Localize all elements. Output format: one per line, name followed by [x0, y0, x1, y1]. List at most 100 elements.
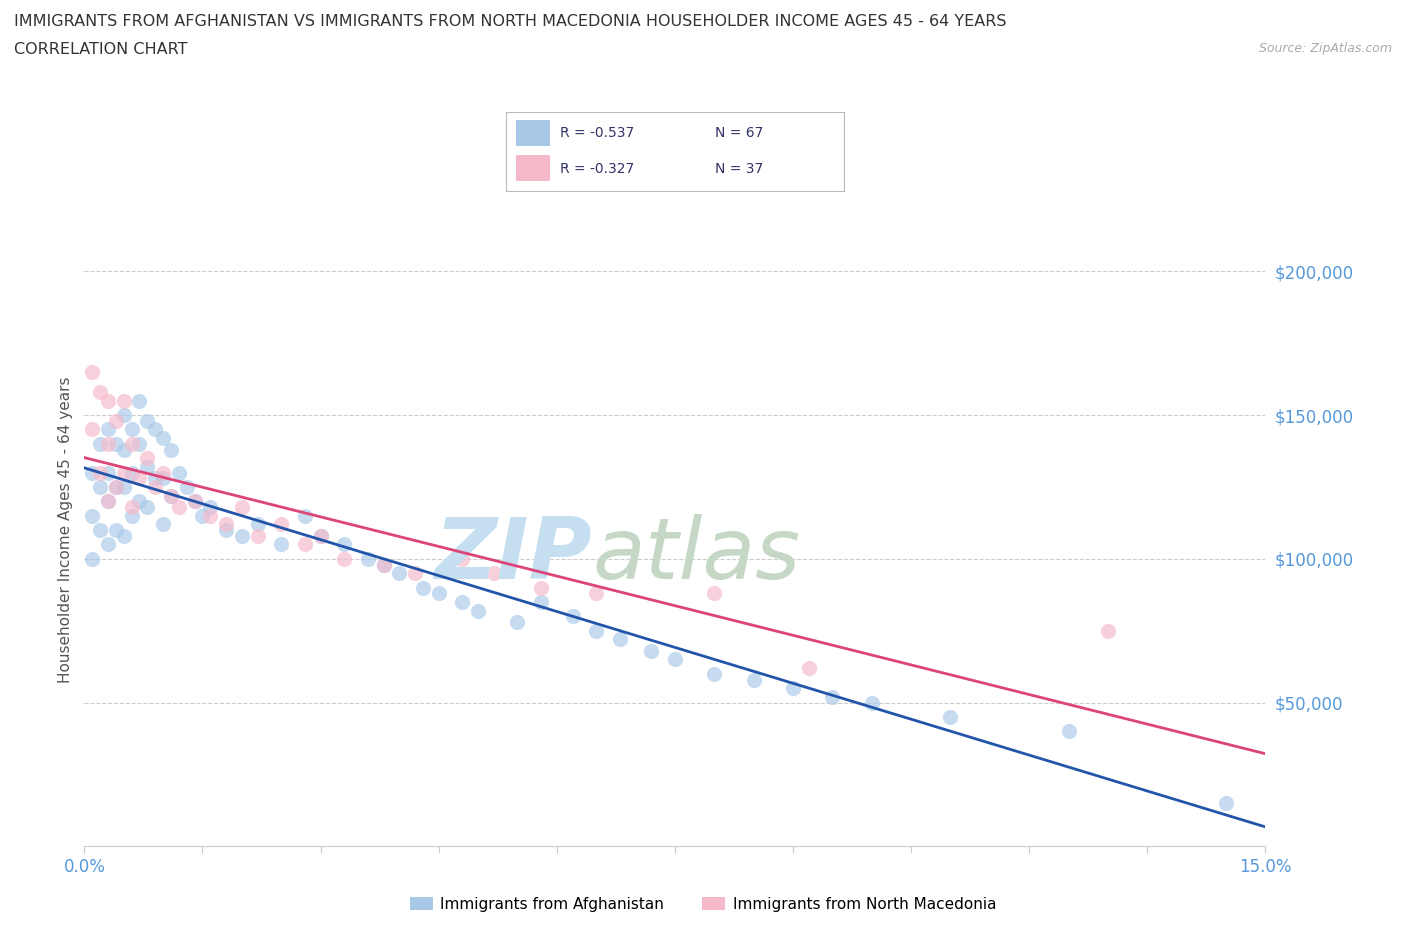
Point — [506, 615, 529, 630]
Point — [143, 480, 166, 495]
Point — [530, 580, 553, 595]
Point — [112, 407, 135, 422]
Point — [1057, 724, 1080, 738]
Point — [89, 480, 111, 495]
Point — [97, 494, 120, 509]
Point — [183, 494, 205, 509]
Bar — [516, 120, 550, 146]
Point — [160, 488, 183, 503]
Point — [104, 523, 127, 538]
Point — [294, 537, 316, 551]
Point — [104, 480, 127, 495]
Point — [89, 523, 111, 538]
Point — [782, 681, 804, 696]
Point — [270, 537, 292, 551]
Point — [333, 551, 356, 566]
Point — [167, 499, 190, 514]
Point — [373, 557, 395, 572]
Point — [128, 494, 150, 509]
Point — [104, 414, 127, 429]
Point — [309, 528, 332, 543]
Point — [797, 660, 820, 675]
Point — [136, 414, 159, 429]
Point — [585, 623, 607, 638]
Point — [451, 551, 474, 566]
Legend: Immigrants from Afghanistan, Immigrants from North Macedonia: Immigrants from Afghanistan, Immigrants … — [404, 890, 1002, 918]
Point — [152, 517, 174, 532]
Text: atlas: atlas — [592, 514, 800, 597]
Point — [427, 586, 450, 601]
Point — [530, 594, 553, 609]
Point — [191, 509, 214, 524]
Point — [160, 488, 183, 503]
Point — [270, 517, 292, 532]
Point — [121, 422, 143, 437]
Point — [112, 465, 135, 480]
Point — [82, 465, 104, 480]
Point — [136, 459, 159, 474]
Point — [821, 689, 844, 704]
Point — [82, 509, 104, 524]
Point — [143, 422, 166, 437]
Point — [167, 465, 190, 480]
Point — [482, 565, 505, 580]
Point — [152, 431, 174, 445]
Point — [412, 580, 434, 595]
Point — [404, 565, 426, 580]
Bar — [516, 155, 550, 181]
Point — [561, 609, 583, 624]
Text: N = 67: N = 67 — [716, 126, 763, 140]
Point — [97, 537, 120, 551]
Point — [373, 557, 395, 572]
Point — [309, 528, 332, 543]
Point — [215, 523, 238, 538]
Point — [231, 528, 253, 543]
Point — [160, 442, 183, 457]
Point — [703, 667, 725, 682]
Point — [112, 480, 135, 495]
Point — [128, 436, 150, 451]
Point — [609, 631, 631, 646]
Point — [143, 471, 166, 485]
Point — [128, 471, 150, 485]
Point — [82, 422, 104, 437]
Text: R = -0.327: R = -0.327 — [560, 162, 634, 176]
Point — [152, 471, 174, 485]
Point — [97, 465, 120, 480]
Point — [664, 652, 686, 667]
Point — [333, 537, 356, 551]
Point — [121, 436, 143, 451]
Point — [152, 465, 174, 480]
Point — [89, 436, 111, 451]
Text: IMMIGRANTS FROM AFGHANISTAN VS IMMIGRANTS FROM NORTH MACEDONIA HOUSEHOLDER INCOM: IMMIGRANTS FROM AFGHANISTAN VS IMMIGRANT… — [14, 14, 1007, 29]
Text: ZIP: ZIP — [434, 514, 592, 597]
Point — [200, 509, 222, 524]
Y-axis label: Householder Income Ages 45 - 64 years: Householder Income Ages 45 - 64 years — [58, 377, 73, 684]
Point — [136, 499, 159, 514]
Point — [939, 710, 962, 724]
Point — [183, 494, 205, 509]
Point — [357, 551, 380, 566]
Point — [121, 499, 143, 514]
Point — [136, 451, 159, 466]
Point — [89, 465, 111, 480]
Point — [89, 385, 111, 400]
Point — [860, 695, 883, 710]
Text: Source: ZipAtlas.com: Source: ZipAtlas.com — [1258, 42, 1392, 55]
Point — [742, 672, 765, 687]
Point — [128, 393, 150, 408]
Point — [112, 442, 135, 457]
Point — [97, 422, 120, 437]
Point — [112, 528, 135, 543]
Point — [451, 594, 474, 609]
Point — [176, 480, 198, 495]
Point — [640, 644, 662, 658]
Point — [246, 528, 269, 543]
Point — [104, 436, 127, 451]
Text: R = -0.537: R = -0.537 — [560, 126, 634, 140]
Point — [121, 509, 143, 524]
Point — [246, 517, 269, 532]
Point — [97, 436, 120, 451]
Text: N = 37: N = 37 — [716, 162, 763, 176]
Point — [82, 365, 104, 379]
